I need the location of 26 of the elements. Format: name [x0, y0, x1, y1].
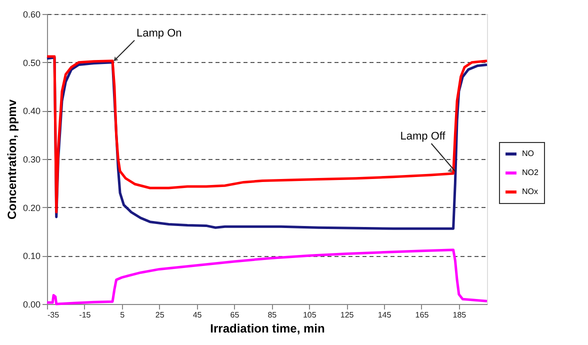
x-tick-label: 145 — [378, 310, 392, 320]
legend-label: NO2 — [522, 168, 539, 177]
x-tick-label: 165 — [415, 310, 430, 320]
y-axis-title: Concentration, ppmv — [4, 99, 19, 220]
legend-label: NOx — [522, 187, 538, 196]
y-tick-label: 0.00 — [22, 300, 40, 310]
x-tick-label: 105 — [302, 310, 317, 320]
y-tick-label: 0.60 — [22, 10, 40, 20]
x-tick-label: 45 — [192, 310, 202, 320]
y-tick-label: 0.30 — [22, 154, 40, 164]
x-tick-label: 5 — [120, 310, 126, 320]
y-tick-label: 0.20 — [22, 202, 40, 213]
x-tick-label: 25 — [155, 310, 165, 320]
y-tick-label: 0.10 — [22, 251, 40, 262]
y-tick-label: 0.50 — [22, 58, 40, 68]
y-tick-label: 0.40 — [22, 106, 40, 116]
annotation: Lamp On — [136, 27, 182, 40]
x-tick-label: 85 — [268, 310, 278, 320]
x-tick-label: 185 — [452, 310, 467, 320]
x-tick-label: -15 — [79, 310, 92, 320]
x-tick-label: -35 — [48, 310, 60, 320]
x-tick-label: 65 — [230, 310, 240, 320]
x-axis-title: Irradiation time, min — [210, 322, 325, 336]
x-tick-label: 125 — [340, 310, 354, 320]
annotation: Lamp Off — [400, 130, 446, 142]
legend-label: NO — [522, 149, 534, 158]
